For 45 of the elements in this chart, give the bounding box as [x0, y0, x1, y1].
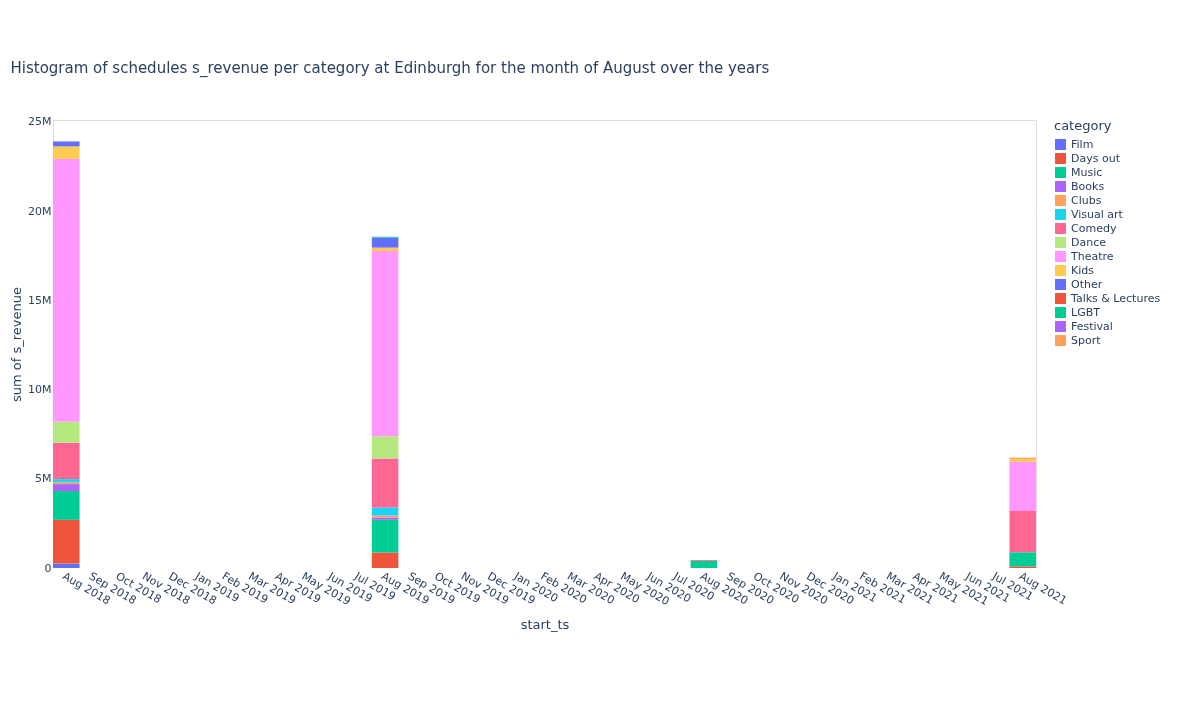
legend-label: Talks & Lectures	[1070, 291, 1161, 305]
legend-label: Theatre	[1070, 249, 1114, 263]
legend-label: Sport	[1071, 333, 1102, 347]
bar	[53, 519, 80, 564]
legend-label: Dance	[1071, 235, 1107, 249]
bar	[53, 146, 80, 159]
bar	[53, 442, 80, 480]
legend-title: category	[1054, 118, 1112, 133]
bar	[371, 519, 399, 553]
legend-label: Visual art	[1071, 207, 1124, 221]
bar	[371, 458, 399, 508]
bar	[371, 436, 399, 459]
y-tick-label: 10M	[28, 383, 52, 397]
x-axis-title: start_ts	[520, 617, 570, 633]
bar	[53, 484, 80, 492]
y-tick-label: 5M	[35, 472, 52, 486]
bar	[53, 421, 80, 443]
bar	[371, 237, 399, 248]
y-tick-label: 0	[44, 561, 52, 575]
bar	[371, 507, 399, 516]
bar	[53, 141, 80, 147]
bar	[53, 563, 80, 568]
bar	[1009, 461, 1036, 511]
legend-label: Kids	[1071, 263, 1095, 277]
legend-label: Film	[1071, 137, 1094, 151]
legend-label: Books	[1071, 179, 1105, 193]
bar	[690, 560, 718, 568]
chart-title: Histogram of schedules s_revenue per category at Edinburgh for the month of August over the years	[10, 58, 770, 78]
y-tick-label: 20M	[28, 204, 52, 218]
bar	[371, 251, 399, 437]
legend-label: Days out	[1071, 151, 1121, 165]
y-tick-label: 25M	[28, 115, 52, 129]
bar	[53, 491, 80, 520]
legend-label: Festival	[1071, 319, 1113, 333]
bar	[53, 158, 80, 422]
y-axis-title: sum of s_revenue	[9, 287, 25, 402]
bar	[371, 552, 399, 568]
bar	[1009, 552, 1036, 567]
y-tick-label: 15M	[28, 293, 52, 307]
legend-label: Comedy	[1071, 221, 1117, 235]
legend-label: LGBT	[1071, 305, 1101, 319]
bar	[1009, 510, 1036, 553]
legend-label: Other	[1071, 277, 1103, 291]
legend-label: Music	[1071, 165, 1103, 179]
legend-label: Clubs	[1071, 193, 1102, 207]
